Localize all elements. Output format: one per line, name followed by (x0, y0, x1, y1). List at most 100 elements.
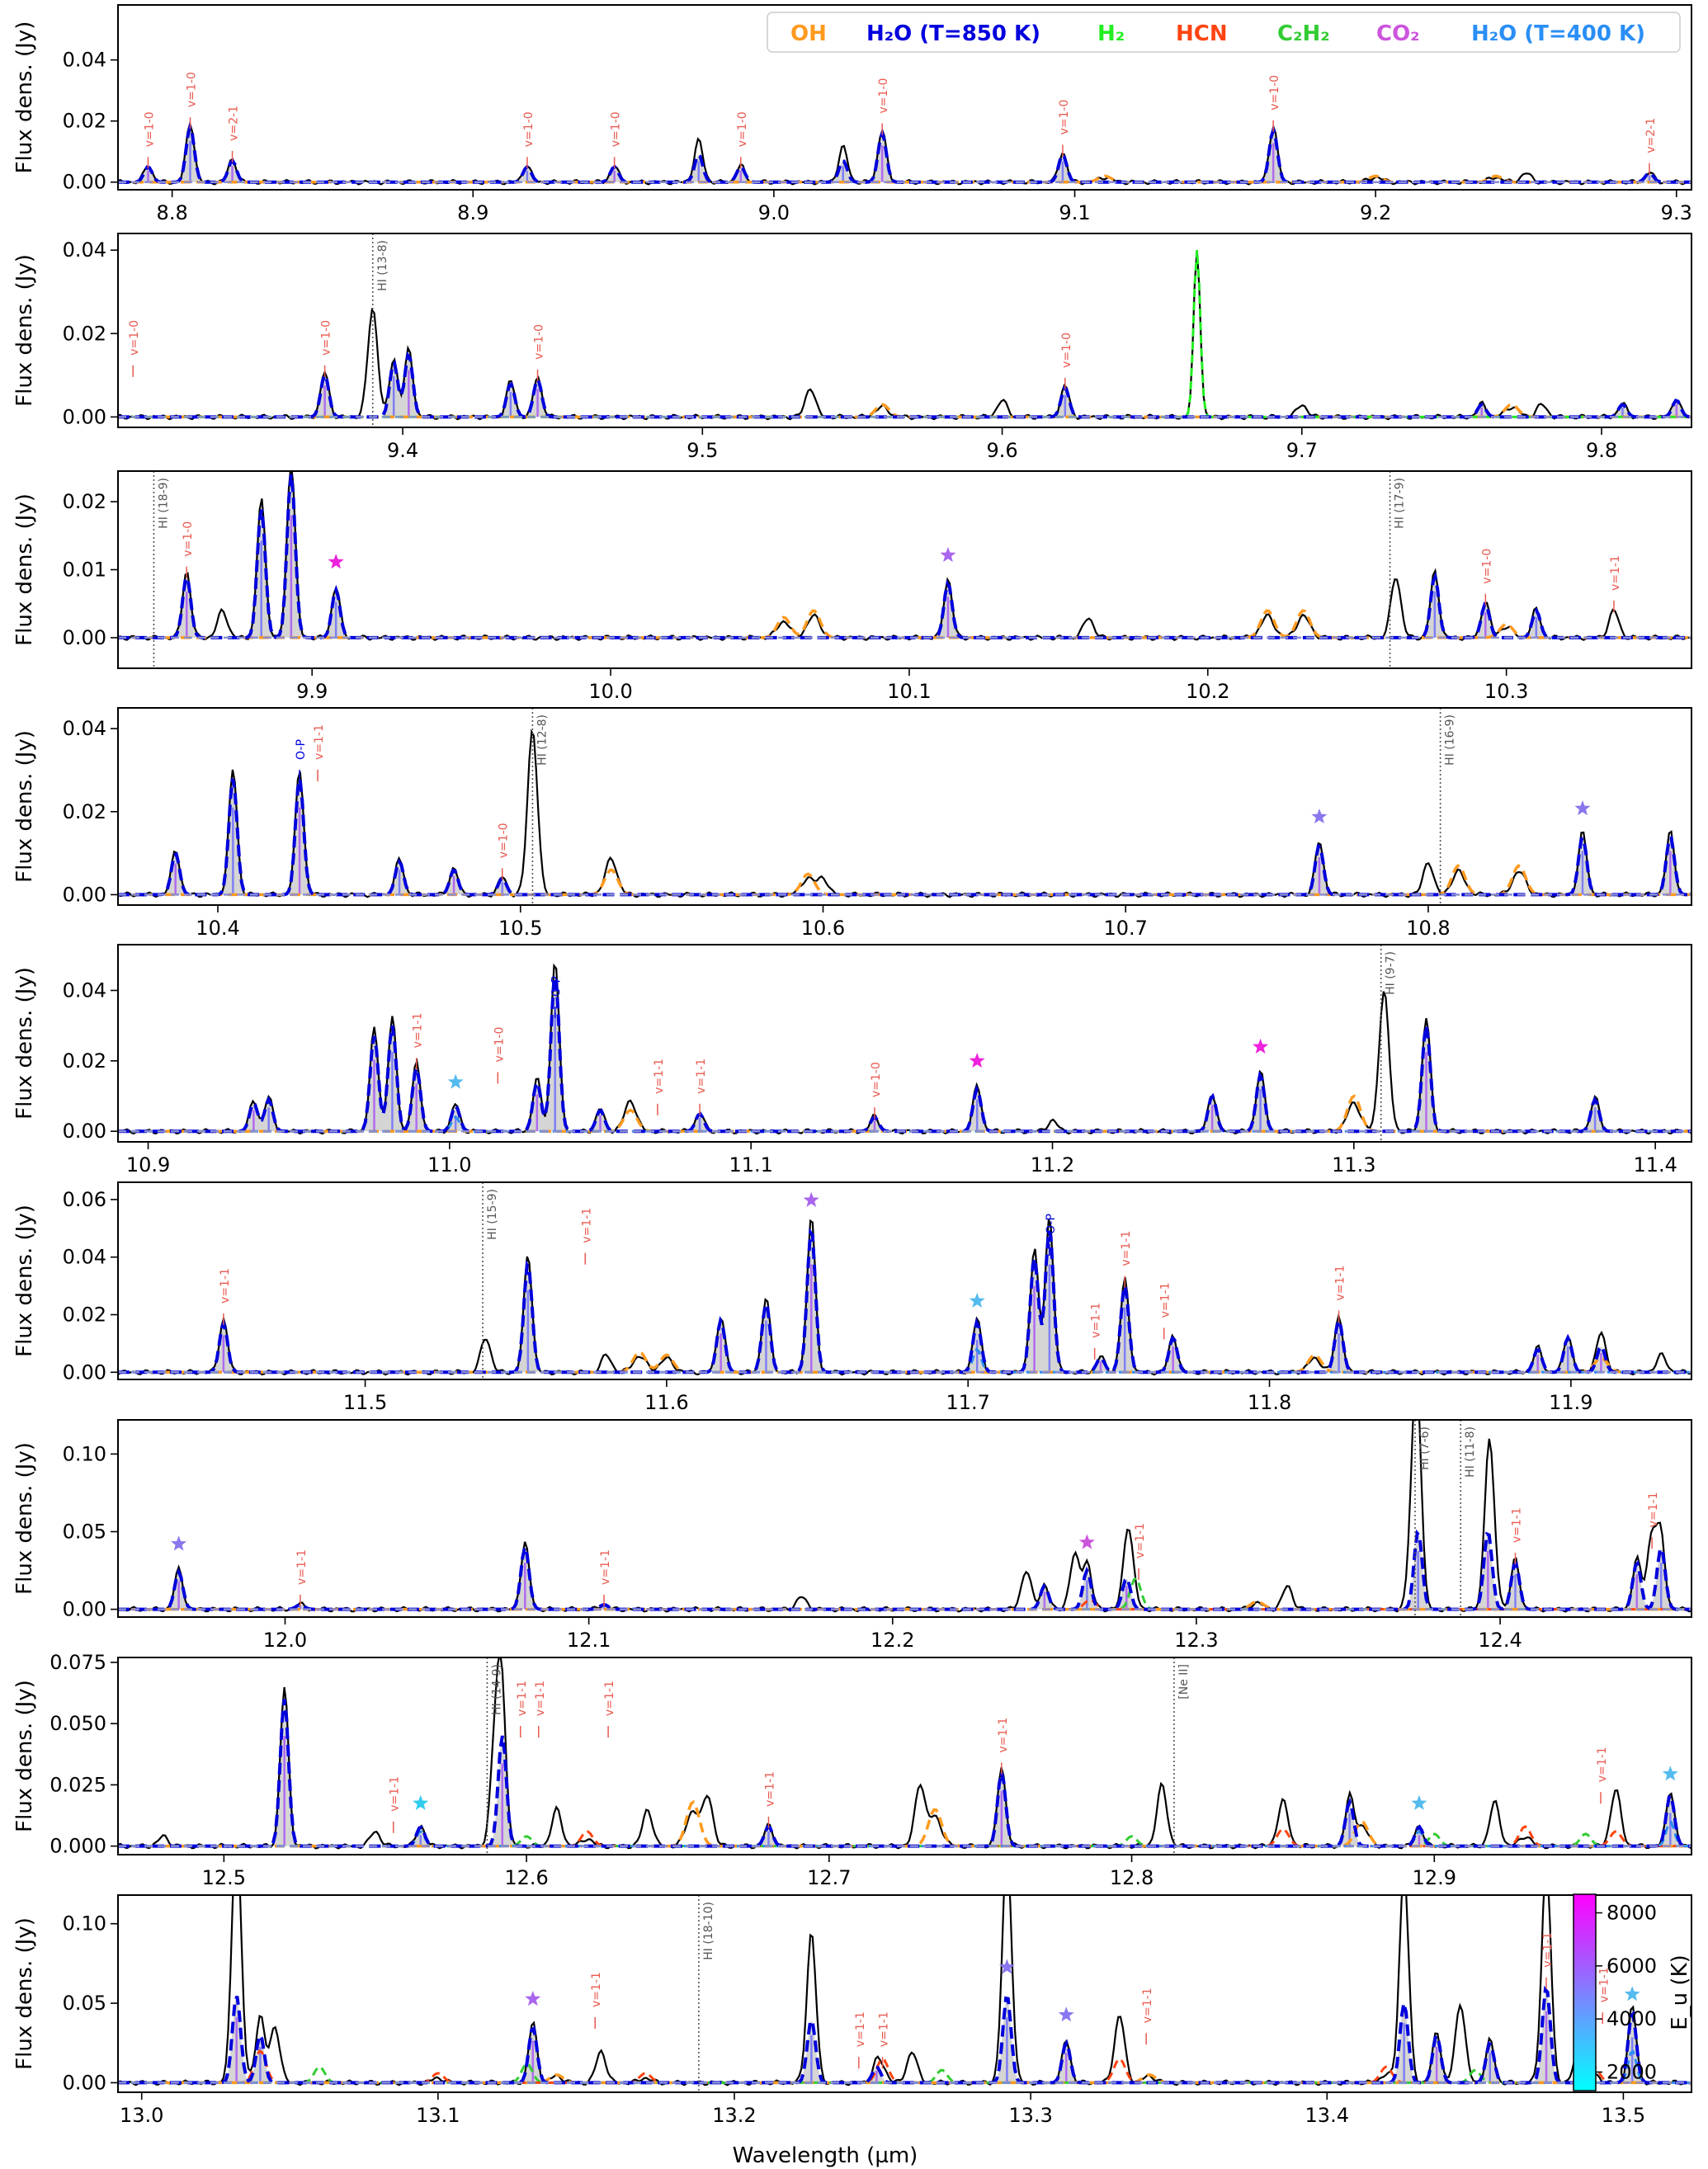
legend-entry: H₂O (T=850 K) (866, 21, 1040, 46)
transition-label: v=1-1 (1597, 1967, 1611, 2002)
panel-2: HI (13-8) v=1-0 v=1-0 v=1-0 v=1-0 9.4 9.5 9.6 9.… (12, 233, 1692, 462)
observed-spectrum (118, 1420, 1691, 1613)
x-tick-label: 9.9 (296, 680, 328, 703)
panel-6: HI (15-9) v=1-1 v=1-1 O-P v=1-1 v=1-1 v=1-1 v=1… (12, 1181, 1692, 1414)
transition-label: v=1-1 (695, 1059, 708, 1094)
transition-label: v=2-1 (228, 106, 241, 141)
plot-area (118, 250, 1691, 421)
transition-label: O-P (550, 976, 564, 997)
y-tick-label: 0.00 (63, 883, 106, 906)
y-tick-label: 0.10 (63, 1442, 106, 1465)
y-tick-label: 0.000 (50, 1835, 106, 1858)
transition-label: v=1-1 (1141, 1987, 1154, 2023)
transition-label: v=1-0 (877, 78, 890, 114)
transition-label: v=1-1 (1120, 1231, 1133, 1266)
legend-entry: H₂ (1097, 21, 1125, 46)
y-tick-label: 0.02 (63, 800, 106, 823)
oh-model (118, 1799, 1691, 1848)
star-marker (969, 1292, 985, 1308)
transition-label: v=1-0 (1060, 332, 1073, 368)
transition-label: v=1-1 (1541, 1932, 1555, 1968)
transition-label: v=1-1 (313, 724, 326, 760)
x-tick-label: 10.9 (126, 1153, 170, 1176)
x-tick-label: 10.0 (588, 680, 632, 703)
panel-frame (117, 944, 1692, 1143)
oh-model (118, 1094, 1691, 1133)
legend-entry: HCN (1176, 21, 1228, 46)
transition-label: v=1-0 (736, 111, 749, 147)
transition-label: v=1-0 (186, 72, 199, 107)
model-shaded-area (118, 474, 1691, 638)
transition-label: v=1-0 (1480, 549, 1493, 584)
transition-label: O-P (295, 739, 308, 760)
y-tick-label: 0.02 (63, 490, 106, 513)
star-marker (940, 547, 956, 563)
x-tick-label: 12.2 (871, 1629, 914, 1652)
y-tick-label: 0.10 (63, 1912, 106, 1936)
h2o-400k-model (118, 1115, 1691, 1133)
y-tick-label: 0.05 (63, 1992, 106, 2015)
x-tick-label: 13.3 (1008, 2104, 1052, 2127)
observed-spectrum (118, 1219, 1691, 1376)
star-marker (1311, 809, 1328, 824)
star-marker (1253, 1038, 1269, 1054)
legend-entry: C₂H₂ (1277, 21, 1330, 46)
y-tick-label: 0.04 (63, 717, 106, 740)
observed-spectrum (118, 120, 1691, 186)
star-marker (1058, 2006, 1074, 2022)
transition-label: v=1-1 (854, 2011, 867, 2047)
line-sticks (235, 2011, 1634, 2083)
panel-frame (117, 707, 1692, 906)
y-tick-label: 0.00 (63, 1360, 106, 1384)
y-tick-label: 0.02 (63, 1049, 106, 1073)
x-tick-label: 9.4 (387, 439, 418, 462)
x-tick-label: 10.8 (1406, 917, 1450, 940)
hcn-model (118, 1825, 1691, 1848)
star-marker (803, 1191, 819, 1207)
y-tick-label: 0.04 (63, 1246, 106, 1269)
x-tick-label: 12.1 (567, 1629, 611, 1652)
transition-label: v=2-1 (1644, 118, 1658, 153)
y-tick-label: 0.04 (63, 978, 106, 1002)
panel-5: HI (9-7) v=1-1 v=1-0 O-P v=1-1 v=1-1 v=1-0 10.9… (12, 944, 1692, 1176)
panel-9: HI (18-10) v=1-1 v=1-1 v=1-1 v=1-1 v=1-1 v=1-1… (12, 1894, 1692, 2127)
line-sticks (222, 1264, 1602, 1373)
colorbar-tick-label: 6000 (1607, 1954, 1657, 1978)
star-marker (1662, 1766, 1678, 1781)
oh-model (118, 864, 1691, 897)
transition-label: O-P (1045, 1214, 1058, 1234)
y-axis-label: Flux dens. (Jy) (12, 493, 37, 646)
transition-label: v=1-1 (763, 1771, 776, 1807)
hi-marker-label: HI (15-9) (486, 1189, 499, 1240)
panel-frame (117, 1894, 1692, 2093)
hcn-model (118, 2049, 1691, 2084)
x-tick-label: 12.7 (807, 1866, 851, 1889)
x-tick-label: 13.5 (1602, 2104, 1645, 2127)
x-tick-label: 9.2 (1360, 201, 1391, 224)
panel-frame (117, 4, 1692, 191)
star-marker (1574, 800, 1591, 816)
hi-marker-label: HI (12-8) (536, 714, 549, 766)
panels-group: v=1-0 v=1-0 v=2-1 v=1-0 v=1-0 v=1-0 v=1-0 v=1-0… (12, 4, 1692, 2127)
y-axis-label: Flux dens. (Jy) (12, 21, 37, 174)
line-sticks (147, 140, 1651, 182)
model-shaded-area (118, 977, 1691, 1132)
transition-label: v=1-0 (128, 320, 141, 356)
transition-label: v=1-0 (870, 1062, 883, 1097)
c2h2-model (118, 1577, 1691, 1611)
x-tick-label: 9.5 (687, 439, 718, 462)
transition-label: v=1-1 (1134, 1523, 1147, 1558)
star-marker (413, 1794, 429, 1810)
panel-frame (117, 1181, 1692, 1380)
panel-1: v=1-0 v=1-0 v=2-1 v=1-0 v=1-0 v=1-0 v=1-0 v=1-0… (12, 4, 1692, 224)
observed-spectrum (118, 471, 1691, 641)
line-sticks (174, 807, 1672, 895)
y-tick-label: 0.025 (50, 1773, 106, 1796)
h2o-850k-model (118, 1699, 1691, 1848)
x-tick-label: 12.3 (1174, 1629, 1218, 1652)
observed-spectrum (118, 963, 1691, 1135)
x-tick-label: 10.5 (498, 917, 542, 940)
star-marker (1624, 1986, 1640, 2002)
transition-label: v=1-1 (1159, 1283, 1172, 1318)
y-tick-label: 0.04 (63, 238, 106, 262)
